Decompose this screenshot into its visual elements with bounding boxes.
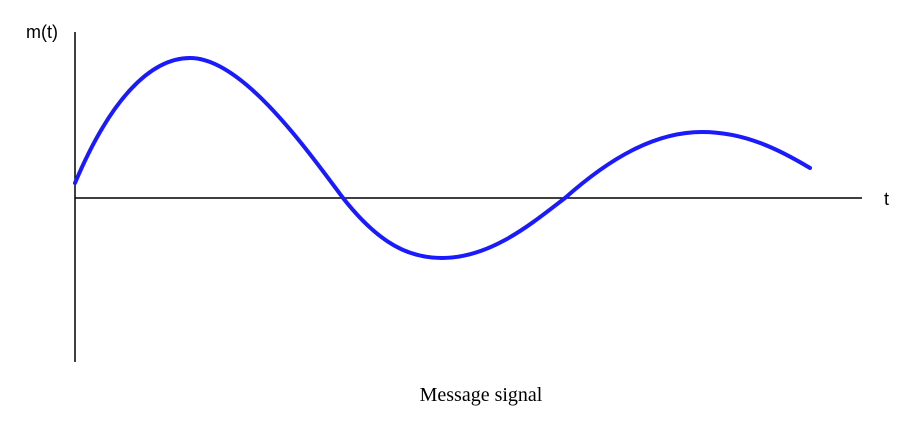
message-signal-curve xyxy=(73,56,812,260)
figure-caption: Message signal xyxy=(420,384,543,406)
x-axis-label: t xyxy=(884,189,889,209)
y-axis-label: m(t) xyxy=(26,22,58,42)
